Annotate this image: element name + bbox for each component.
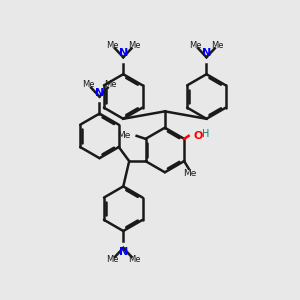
Text: O: O [194,131,203,141]
Text: Me: Me [106,255,118,264]
Text: Me: Me [128,41,141,50]
Text: Me: Me [189,41,201,50]
Text: Me: Me [82,80,94,89]
Text: Me: Me [128,255,141,264]
Text: N: N [202,48,211,59]
Text: H: H [202,129,210,140]
Text: Me: Me [183,169,197,178]
Text: N: N [118,48,128,59]
Text: Me: Me [117,131,130,140]
Text: N: N [95,88,104,98]
Text: Me: Me [104,80,117,89]
Text: Me: Me [106,41,118,50]
Text: Me: Me [212,41,224,50]
Text: N: N [118,247,128,257]
